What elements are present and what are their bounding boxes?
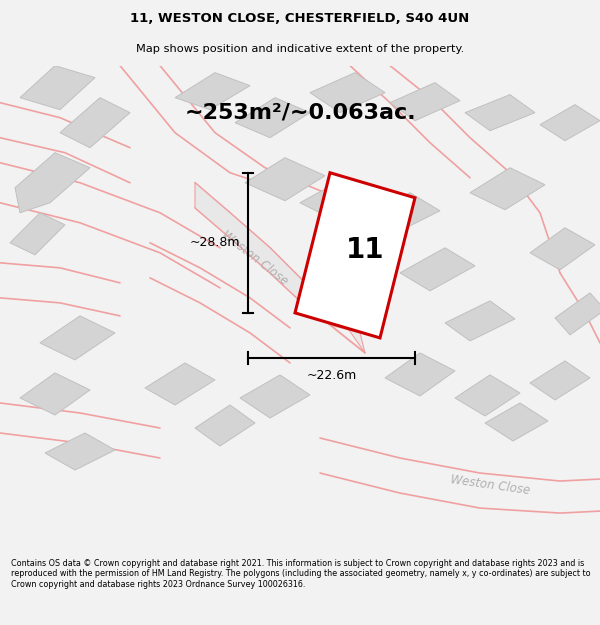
Text: Map shows position and indicative extent of the property.: Map shows position and indicative extent… xyxy=(136,44,464,54)
Polygon shape xyxy=(245,158,325,201)
Polygon shape xyxy=(455,375,520,416)
Text: Contains OS data © Crown copyright and database right 2021. This information is : Contains OS data © Crown copyright and d… xyxy=(11,559,590,589)
Polygon shape xyxy=(10,213,65,255)
Polygon shape xyxy=(195,405,255,446)
Polygon shape xyxy=(40,316,115,360)
Polygon shape xyxy=(530,361,590,400)
Polygon shape xyxy=(15,152,90,213)
Polygon shape xyxy=(240,375,310,418)
Polygon shape xyxy=(470,168,545,210)
Polygon shape xyxy=(145,363,215,405)
Polygon shape xyxy=(385,353,455,396)
Text: Weston Close: Weston Close xyxy=(449,473,530,497)
Polygon shape xyxy=(295,173,415,338)
Polygon shape xyxy=(20,373,90,415)
Text: 11: 11 xyxy=(346,236,384,264)
Polygon shape xyxy=(60,98,130,148)
Polygon shape xyxy=(45,433,115,470)
Polygon shape xyxy=(540,104,600,141)
Polygon shape xyxy=(300,181,378,222)
Polygon shape xyxy=(445,301,515,341)
Polygon shape xyxy=(310,72,385,112)
Polygon shape xyxy=(530,228,595,270)
Polygon shape xyxy=(465,94,535,131)
Polygon shape xyxy=(400,248,475,291)
Polygon shape xyxy=(555,293,600,335)
Text: ~22.6m: ~22.6m xyxy=(307,369,356,382)
Text: Weston Close: Weston Close xyxy=(220,228,290,288)
Text: ~28.8m: ~28.8m xyxy=(190,236,240,249)
Text: 11, WESTON CLOSE, CHESTERFIELD, S40 4UN: 11, WESTON CLOSE, CHESTERFIELD, S40 4UN xyxy=(130,12,470,25)
Polygon shape xyxy=(390,82,460,121)
Polygon shape xyxy=(175,72,250,109)
Polygon shape xyxy=(195,182,365,353)
Text: ~253m²/~0.063ac.: ~253m²/~0.063ac. xyxy=(184,102,416,122)
Polygon shape xyxy=(20,66,95,109)
Polygon shape xyxy=(485,403,548,441)
Polygon shape xyxy=(235,98,310,138)
Polygon shape xyxy=(370,192,440,231)
